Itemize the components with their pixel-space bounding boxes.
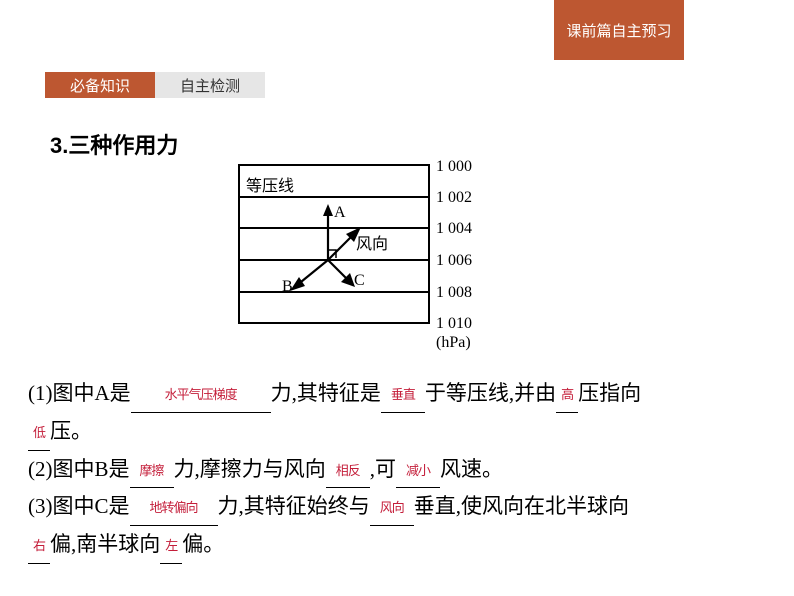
label-a: A — [334, 204, 346, 222]
blank-11[interactable]: 左 — [160, 526, 182, 564]
l1-t3: 于等压线,并由 — [425, 381, 556, 405]
l1-t1: (1)图中A是 — [28, 381, 131, 405]
tab-active-label: 必备知识 — [70, 75, 130, 96]
l1-t2: 力,其特征是 — [271, 381, 381, 405]
p-unit: (hPa) — [436, 334, 471, 352]
isobar-diagram: 等压线 A 风向 B C 1 000 1 002 1 004 1 006 1 0… — [238, 164, 488, 354]
blank-1[interactable]: 水平气压梯度 — [131, 375, 271, 413]
l3b-t1: 偏,南半球向 — [50, 532, 160, 556]
tab-self-test[interactable]: 自主检测 — [155, 72, 265, 98]
banner-text: 课前篇自主预习 — [566, 20, 671, 41]
blank-6[interactable]: 相反 — [326, 451, 370, 489]
l3-t3: 垂直,使风向在北半球向 — [414, 494, 629, 518]
p-1004: 1 004 — [436, 220, 472, 238]
l2-t3: ,可 — [370, 457, 396, 481]
tabs: 必备知识 自主检测 — [45, 72, 265, 98]
p-1010: 1 010 — [436, 315, 472, 333]
l2-t4: 风速。 — [440, 457, 503, 481]
line-1b: 低压。 — [28, 413, 766, 451]
label-wind: 风向 — [356, 230, 388, 254]
l2-t2: 力,摩擦力与风向 — [174, 457, 326, 481]
label-b: B — [282, 278, 293, 296]
l2-t1: (2)图中B是 — [28, 457, 130, 481]
blank-10[interactable]: 右 — [28, 526, 50, 564]
top-banner: 课前篇自主预习 — [554, 0, 684, 60]
body-text: (1)图中A是水平气压梯度力,其特征是垂直于等压线,并由高压指向 低压。 (2)… — [28, 375, 766, 564]
blank-9[interactable]: 风向 — [370, 488, 414, 526]
l3b-t2: 偏。 — [182, 532, 224, 556]
label-c: C — [354, 272, 365, 290]
tab-required-knowledge[interactable]: 必备知识 — [45, 72, 155, 98]
l3-t1: (3)图中C是 — [28, 494, 130, 518]
p-1002: 1 002 — [436, 189, 472, 207]
tab-inactive-label: 自主检测 — [180, 75, 240, 96]
blank-2[interactable]: 垂直 — [381, 375, 425, 413]
l1-t4: 压指向 — [578, 381, 641, 405]
blank-3[interactable]: 高 — [556, 375, 578, 413]
blank-4[interactable]: 低 — [28, 413, 50, 451]
line-1: (1)图中A是水平气压梯度力,其特征是垂直于等压线,并由高压指向 — [28, 375, 766, 413]
line-3: (3)图中C是地转偏向力,其特征始终与风向垂直,使风向在北半球向 — [28, 488, 766, 526]
l1b-t: 压。 — [50, 419, 92, 443]
blank-5[interactable]: 摩擦 — [130, 451, 174, 489]
p-1000: 1 000 — [436, 158, 472, 176]
l3-t2: 力,其特征始终与 — [218, 494, 370, 518]
blank-8[interactable]: 地转偏向 — [130, 488, 218, 526]
section-heading: 3.三种作用力 — [50, 128, 178, 160]
p-1008: 1 008 — [436, 284, 472, 302]
blank-7[interactable]: 减小 — [396, 451, 440, 489]
isobar-title: 等压线 — [246, 172, 294, 196]
p-1006: 1 006 — [436, 252, 472, 270]
line-2: (2)图中B是摩擦力,摩擦力与风向相反,可减小风速。 — [28, 451, 766, 489]
line-3b: 右偏,南半球向左偏。 — [28, 526, 766, 564]
